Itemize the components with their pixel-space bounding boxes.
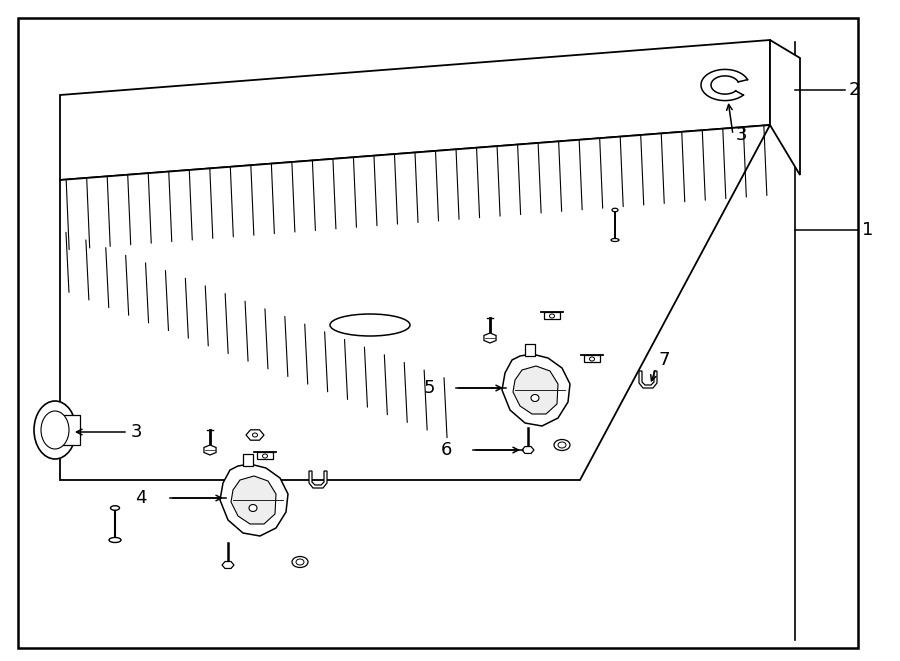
Polygon shape — [701, 69, 748, 100]
Ellipse shape — [111, 506, 120, 510]
Polygon shape — [60, 40, 770, 180]
Text: 6: 6 — [441, 441, 452, 459]
Ellipse shape — [292, 557, 308, 568]
Polygon shape — [770, 40, 800, 175]
Ellipse shape — [531, 395, 539, 401]
Ellipse shape — [109, 537, 121, 543]
Ellipse shape — [41, 411, 69, 449]
Polygon shape — [204, 445, 216, 455]
Ellipse shape — [330, 314, 410, 336]
Ellipse shape — [611, 239, 619, 241]
Polygon shape — [222, 562, 234, 568]
Polygon shape — [484, 333, 496, 343]
Polygon shape — [502, 354, 570, 426]
Ellipse shape — [612, 208, 618, 212]
Polygon shape — [62, 415, 80, 445]
Text: 3: 3 — [736, 126, 748, 144]
Polygon shape — [257, 452, 273, 459]
Polygon shape — [309, 471, 327, 488]
Text: 4: 4 — [136, 489, 147, 507]
Polygon shape — [231, 476, 276, 524]
Text: 2: 2 — [849, 81, 860, 99]
Polygon shape — [584, 355, 600, 362]
Polygon shape — [513, 366, 558, 414]
Polygon shape — [522, 447, 534, 453]
Text: 1: 1 — [862, 221, 873, 239]
Polygon shape — [639, 371, 657, 388]
Ellipse shape — [249, 504, 257, 512]
Polygon shape — [243, 454, 253, 466]
Polygon shape — [544, 312, 560, 319]
Ellipse shape — [554, 440, 570, 451]
Polygon shape — [220, 464, 288, 536]
Polygon shape — [525, 344, 535, 356]
Ellipse shape — [34, 401, 76, 459]
Text: 7: 7 — [658, 351, 670, 369]
Text: 5: 5 — [424, 379, 435, 397]
Polygon shape — [246, 430, 264, 440]
Polygon shape — [60, 125, 770, 480]
Text: 3: 3 — [131, 423, 142, 441]
